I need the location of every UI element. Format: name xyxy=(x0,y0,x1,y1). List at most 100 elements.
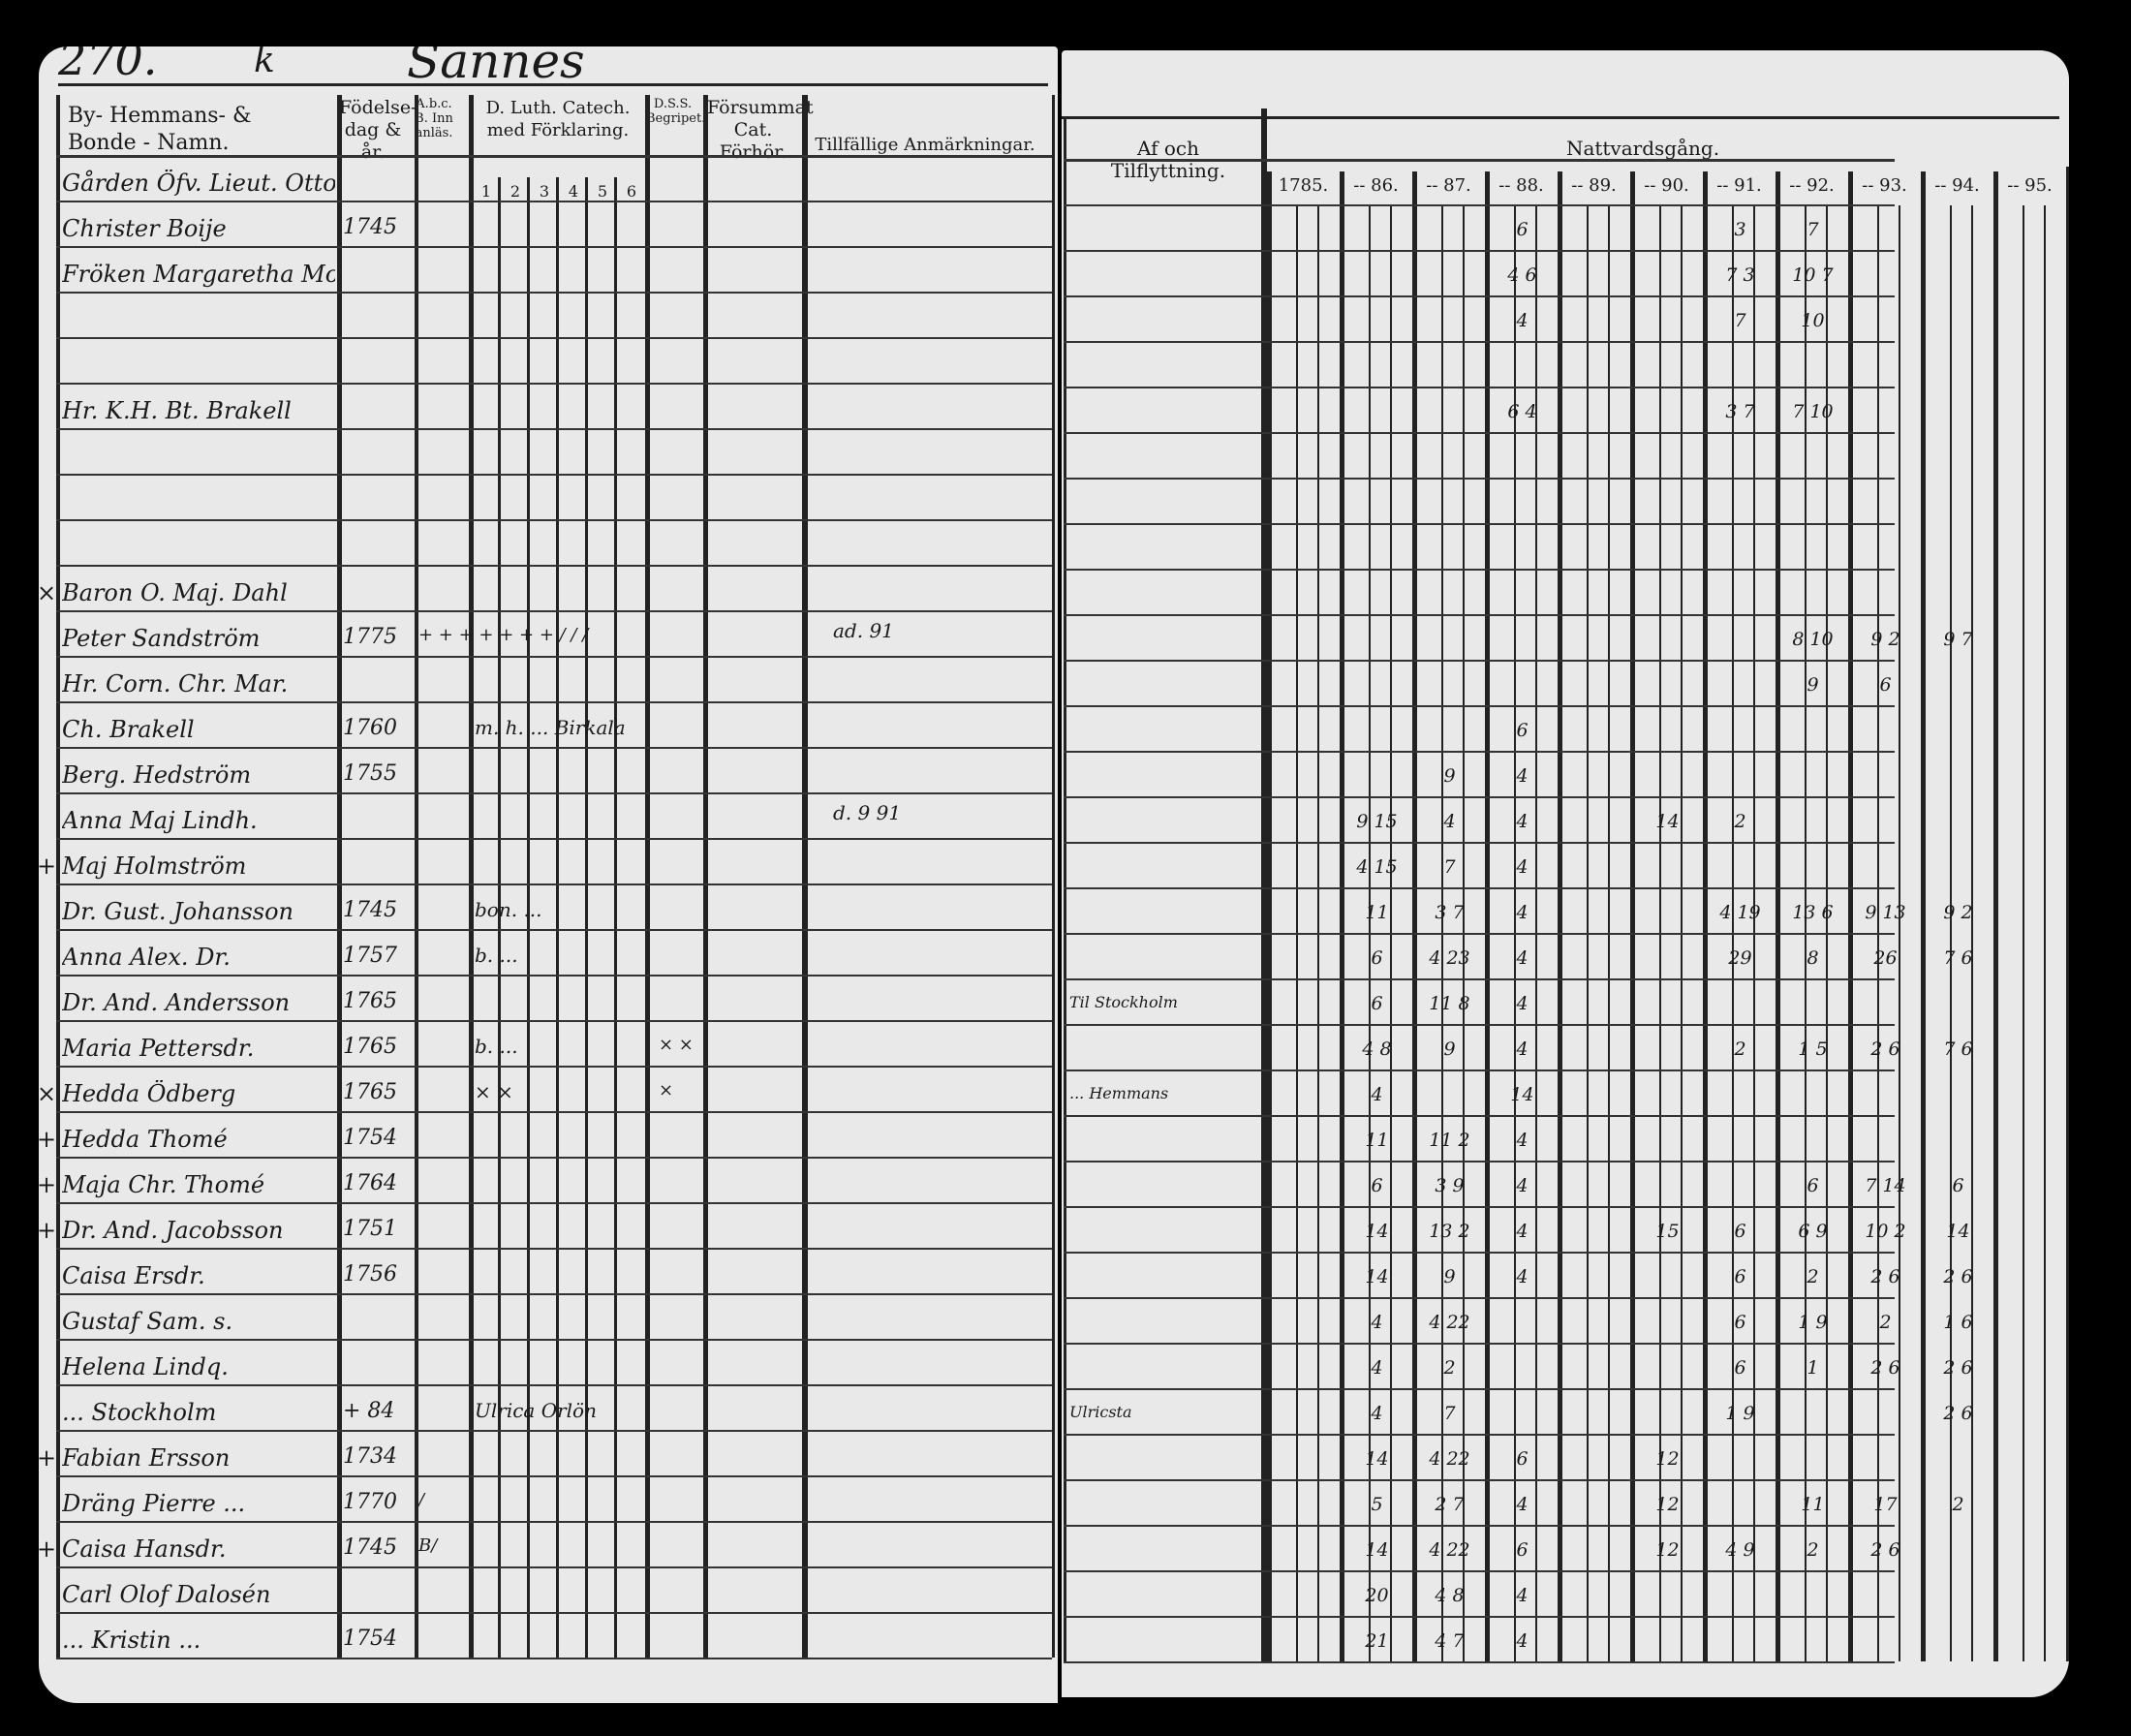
communion-mark: 12 xyxy=(1655,1494,1680,1515)
row-rule xyxy=(1064,660,1895,662)
communion-mark: 2 6 xyxy=(1870,1266,1900,1287)
communion-mark: 9 15 xyxy=(1356,811,1398,832)
entry-name: Hedda Thomé xyxy=(62,1126,228,1153)
communion-mark: 6 xyxy=(1734,1266,1746,1287)
row-rule xyxy=(1064,1479,1895,1481)
communion-mark: 8 10 xyxy=(1792,629,1834,650)
communion-mark: 7 14 xyxy=(1865,1175,1906,1196)
row-mark: + xyxy=(39,1126,56,1153)
entry-birth-year: 1765 xyxy=(343,1080,397,1104)
row-rule xyxy=(1064,250,1895,252)
communion-mark: 6 xyxy=(1371,947,1383,969)
communion-mark: 6 xyxy=(1734,1357,1746,1379)
year-rule xyxy=(1485,171,1490,1661)
communion-mark: 4 19 xyxy=(1719,902,1761,923)
catechism-part-1: 1 xyxy=(480,182,492,201)
communion-mark: 14 xyxy=(1946,1221,1970,1242)
catechism-part-3: 3 xyxy=(539,182,550,201)
communion-mark: 14 xyxy=(1655,811,1680,832)
entry-birth-year: 1764 xyxy=(343,1171,397,1195)
row-rule xyxy=(1064,1661,1895,1663)
entry-name: Dr. Gust. Johansson xyxy=(62,898,294,925)
row-rule xyxy=(56,1612,1052,1614)
communion-mark: 4 xyxy=(1516,947,1529,969)
row-rule xyxy=(1064,1388,1895,1390)
year-rule xyxy=(1993,171,1998,1661)
communion-mark: 4 xyxy=(1516,856,1529,878)
communion-mark: 9 2 xyxy=(1943,902,1973,923)
communion-mark: 14 xyxy=(1510,1084,1534,1105)
communion-mark: 2 xyxy=(1807,1266,1819,1287)
communion-mark: 6 4 xyxy=(1507,401,1537,422)
year-rule xyxy=(1921,171,1926,1661)
row-rule xyxy=(1064,1343,1895,1345)
row-rule xyxy=(56,656,1052,658)
row-rule xyxy=(1064,751,1895,753)
row-mark: + xyxy=(39,1444,56,1472)
column-rule xyxy=(415,95,418,1658)
communion-mark: 4 xyxy=(1516,1038,1529,1060)
communion-mark: 2 xyxy=(1734,811,1746,832)
catechism-part-6: 6 xyxy=(626,182,637,201)
communion-mark: 2 xyxy=(1734,1038,1746,1060)
year-header: 1785. xyxy=(1278,175,1329,196)
communion-mark: 4 22 xyxy=(1429,1448,1470,1470)
column-rule xyxy=(1064,118,1066,1661)
communion-mark: 3 9 xyxy=(1435,1175,1465,1196)
column-rule xyxy=(337,95,342,1658)
row-rule xyxy=(56,1248,1052,1250)
header-communion: Nattvardsgång. xyxy=(1565,137,1720,160)
entry-catechism: bon. ... xyxy=(475,898,542,921)
entry-birth-year: 1765 xyxy=(343,989,397,1013)
entry-birth-year: 1751 xyxy=(343,1217,397,1241)
communion-mark: 1 6 xyxy=(1943,1312,1973,1333)
entry-abc: B/ xyxy=(418,1535,438,1556)
page-letter: k xyxy=(254,46,275,80)
column-rule xyxy=(585,177,588,1658)
communion-mark: 4 xyxy=(1516,1175,1529,1196)
year-header: -- 86. xyxy=(1353,175,1399,196)
sub-rule xyxy=(1899,205,1900,1661)
row-rule xyxy=(56,1521,1052,1523)
entry-catechism: × × xyxy=(475,1080,513,1103)
entry-birth-year: 1745 xyxy=(343,1535,397,1560)
communion-mark: 6 xyxy=(1879,674,1892,696)
communion-mark: 15 xyxy=(1655,1221,1680,1242)
catechism-part-5: 5 xyxy=(597,182,608,201)
entry-name: Dräng Pierre ... xyxy=(62,1490,246,1517)
communion-mark: 2 xyxy=(1879,1312,1892,1333)
row-rule xyxy=(1064,978,1895,980)
row-rule xyxy=(56,1066,1052,1068)
sub-rule xyxy=(2023,205,2024,1661)
row-rule xyxy=(56,1202,1052,1204)
column-rule xyxy=(527,177,530,1658)
entry-birth-year: 1754 xyxy=(343,1627,397,1651)
entry-birth-year: 1745 xyxy=(343,898,397,922)
entry-moving: Ulricsta xyxy=(1069,1403,1132,1421)
communion-mark: 4 22 xyxy=(1429,1312,1470,1333)
page-number: 270. xyxy=(58,46,158,85)
header-birth: Födelse-dag & år. xyxy=(339,97,417,163)
communion-mark: 4 xyxy=(1516,1585,1529,1606)
entry-birth-year: + 84 xyxy=(343,1399,395,1423)
entry-moving: Til Stockholm xyxy=(1069,993,1178,1011)
row-rule xyxy=(1064,1206,1895,1208)
communion-mark: 4 xyxy=(1516,1494,1529,1515)
entry-name: Maria Pettersdr. xyxy=(62,1035,255,1062)
row-rule xyxy=(56,337,1052,339)
communion-mark: 7 3 xyxy=(1725,264,1755,286)
communion-mark: 6 xyxy=(1371,1175,1383,1196)
communion-mark: 2 7 xyxy=(1435,1494,1465,1515)
row-rule xyxy=(1064,614,1895,616)
row-rule xyxy=(1064,478,1895,480)
communion-mark: 1 9 xyxy=(1798,1312,1828,1333)
header-name: By- Hemmans- & Bonde - Namn. xyxy=(68,104,252,155)
column-rule xyxy=(556,177,559,1658)
communion-mark: 2 xyxy=(1807,1539,1819,1561)
communion-mark: 2 6 xyxy=(1943,1357,1973,1379)
row-mark: + xyxy=(39,1535,56,1563)
communion-mark: 3 7 xyxy=(1725,401,1755,422)
row-rule xyxy=(56,1384,1052,1386)
entry-name: Peter Sandström xyxy=(62,625,261,652)
communion-mark: 2 6 xyxy=(1870,1539,1900,1561)
